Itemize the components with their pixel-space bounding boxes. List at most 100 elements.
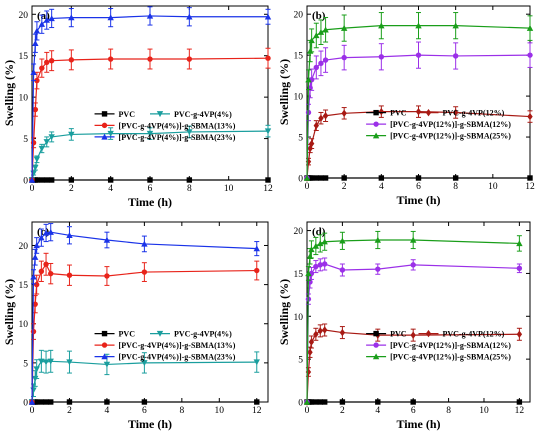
plot-frame <box>31 221 269 403</box>
data-point <box>526 24 534 31</box>
y-axis-label: Swelling (%) <box>277 279 291 345</box>
data-point <box>186 13 193 20</box>
x-tick-label: 0 <box>30 406 35 416</box>
series-4 <box>303 12 534 181</box>
x-tick-label: 0 <box>30 184 35 194</box>
data-point <box>378 22 385 29</box>
legend-label: [PVC-g-4VP(12%)]-g-SBMA(25%) <box>390 132 511 141</box>
data-point <box>305 76 312 83</box>
data-point <box>254 267 260 274</box>
legend-marker <box>373 342 379 348</box>
data-point <box>30 273 37 280</box>
data-point <box>312 242 320 249</box>
data-point <box>147 177 153 183</box>
legend-marker <box>425 108 432 117</box>
y-tick-label: 15 <box>19 281 29 291</box>
data-point <box>317 327 323 335</box>
y-tick-label: 15 <box>294 52 304 62</box>
data-point <box>339 237 346 244</box>
x-tick-label: 4 <box>375 406 380 416</box>
x-tick-label: 12 <box>525 182 535 192</box>
data-point <box>317 262 323 268</box>
data-point <box>30 170 37 177</box>
legend-marker <box>101 330 108 337</box>
data-point <box>307 348 313 356</box>
data-point <box>43 139 50 146</box>
data-point <box>254 399 260 405</box>
legend-label: PVC-g-4VP(12%) <box>443 109 505 118</box>
data-point <box>107 56 114 62</box>
panel-label: (d) <box>312 226 326 238</box>
chart-panel-4: 0 2 4 6 8 10 12 0 5 10 15 20 Time (h) Swelling (%) (d)… <box>277 221 531 431</box>
legend-marker <box>101 342 108 348</box>
series-2 <box>304 105 533 182</box>
data-point <box>265 177 271 183</box>
data-point <box>103 361 111 368</box>
data-point <box>38 145 46 152</box>
data-point <box>146 130 154 137</box>
data-point <box>43 16 50 23</box>
legend-marker <box>372 353 380 360</box>
data-point <box>265 55 271 61</box>
x-tick-label: 8 <box>453 182 458 192</box>
data-point <box>141 240 148 247</box>
data-point <box>42 359 50 366</box>
legend-item-4: [PVC-g-4VP(4%)]-g-SBMA(23%) <box>94 353 236 362</box>
data-point <box>39 177 45 183</box>
data-point <box>308 399 315 405</box>
data-point <box>318 60 324 67</box>
legend: PVC PVC-g-4VP(4%) [PVC-g-4VP(4%)]-g-SBMA(1… <box>94 110 236 142</box>
data-point <box>374 236 381 243</box>
data-point <box>313 263 319 270</box>
data-point <box>30 328 37 335</box>
data-point <box>321 238 328 245</box>
y-axis-label: Swelling (%) <box>2 60 16 126</box>
data-point <box>38 21 46 27</box>
legend-item-1: PVC <box>366 330 407 339</box>
y-axis-label: Swelling (%) <box>2 279 16 345</box>
data-point <box>341 54 347 61</box>
data-point <box>308 338 315 346</box>
data-point <box>313 399 319 405</box>
legend-item-4: [PVC-g-4VP(12%)]-g-SBMA(25%) <box>366 132 511 141</box>
y-tick-label: 0 <box>23 399 28 409</box>
x-tick-label: 2 <box>69 184 74 194</box>
y-tick-label: 15 <box>294 270 304 280</box>
data-point <box>30 387 37 394</box>
data-point <box>313 64 319 71</box>
data-point <box>253 359 260 366</box>
data-point <box>452 53 459 59</box>
legend-item-3: [PVC-g-4VP(4%)]-g-SBMA(13%) <box>94 341 236 350</box>
data-point <box>322 57 329 63</box>
legend-item-3: [PVC-g-4VP(12%)]-g-SBMA(12%) <box>366 341 511 350</box>
series-2 <box>304 323 523 406</box>
legend-item-4: [PVC-g-4VP(4%)]-g-SBMA(23%) <box>94 133 236 142</box>
x-tick-label: 4 <box>108 184 113 194</box>
data-point <box>47 358 54 365</box>
x-tick-label: 4 <box>105 406 110 416</box>
x-tick-label: 8 <box>179 406 184 416</box>
legend-label: [PVC-g-4VP(4%)]-g-SBMA(23%) <box>119 353 236 362</box>
data-point <box>415 175 422 181</box>
legend-item-4: [PVC-g-4VP(12%)]-g-SBMA(25%) <box>366 353 511 362</box>
data-point <box>48 57 55 64</box>
legend-marker <box>101 122 108 129</box>
data-point <box>103 236 111 243</box>
x-axis-label: Time (h) <box>396 417 440 431</box>
y-tick-label: 20 <box>19 242 29 252</box>
data-point <box>321 261 328 267</box>
y-tick-label: 0 <box>298 175 303 185</box>
data-point <box>186 56 193 62</box>
data-point <box>340 24 348 31</box>
data-point <box>378 54 385 60</box>
data-point <box>107 130 114 137</box>
data-point <box>305 270 312 277</box>
data-point <box>409 236 417 243</box>
data-point <box>30 140 37 146</box>
data-point <box>322 112 329 120</box>
data-point <box>378 107 385 116</box>
data-point <box>32 40 39 46</box>
x-tick-label: 4 <box>379 182 384 192</box>
data-point <box>42 229 50 236</box>
